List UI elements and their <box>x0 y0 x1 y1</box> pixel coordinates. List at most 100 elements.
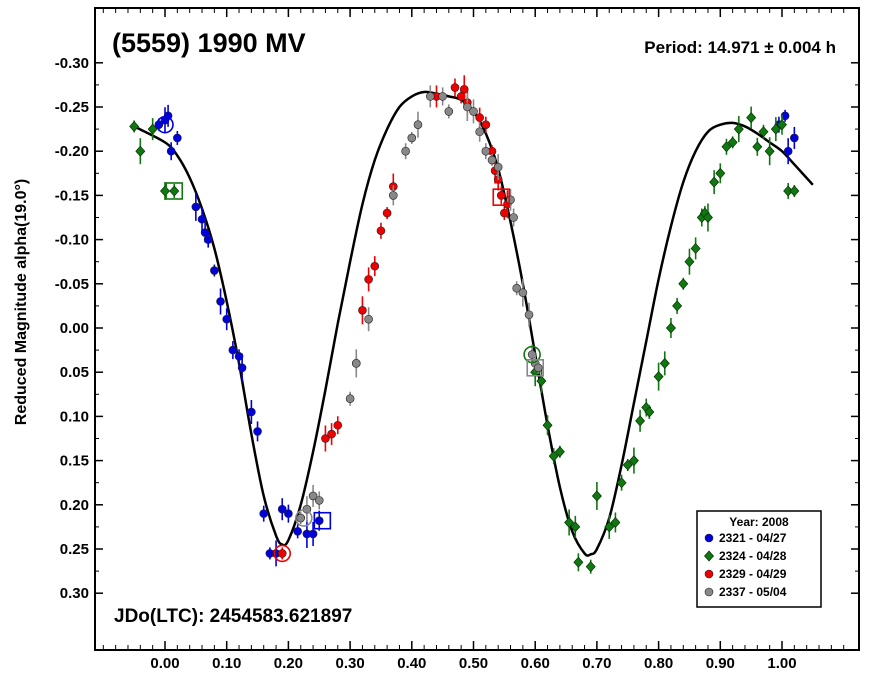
open-markers <box>156 115 545 563</box>
data-point <box>364 275 373 284</box>
data-point <box>401 146 410 156</box>
data-point <box>259 509 269 518</box>
data-point <box>644 406 655 418</box>
data-point <box>496 191 506 200</box>
open-square-marker <box>526 358 545 377</box>
data-point <box>166 146 176 156</box>
data-point <box>665 322 676 334</box>
y-tick-label: 0.05 <box>60 364 89 381</box>
data-point <box>653 371 664 383</box>
y-axis: -0.30 -0.25 -0.20 -0.15 -0.10 -0.05 0.00 0.05 0.… <box>55 55 859 602</box>
data-point <box>197 214 207 224</box>
data-point <box>370 261 380 271</box>
data-point <box>388 191 398 200</box>
open-circle-marker <box>523 345 541 364</box>
data-point <box>500 208 509 218</box>
data-point <box>585 561 596 573</box>
y-tick-label: -0.10 <box>55 232 89 249</box>
x-tick-label: 0.90 <box>706 655 735 672</box>
data-point <box>450 83 460 92</box>
data-point <box>758 126 769 138</box>
x-tick-label: 0.20 <box>274 655 303 672</box>
data-point <box>314 496 324 505</box>
legend-entry: 2337 - 05/04 <box>719 585 787 599</box>
data-point <box>456 92 466 101</box>
data-point <box>481 120 491 129</box>
data-point <box>210 266 219 275</box>
legend-box <box>696 510 822 608</box>
open-square-marker <box>492 188 511 206</box>
y-tick-label: -0.30 <box>55 55 89 72</box>
data-point <box>358 306 367 315</box>
legend-marker <box>704 533 714 543</box>
data-points <box>129 75 800 574</box>
data-point <box>591 490 602 502</box>
data-point <box>376 226 386 236</box>
data-point <box>733 123 744 135</box>
data-point <box>135 145 146 157</box>
data-point <box>444 107 454 116</box>
data-point <box>570 521 581 533</box>
data-point <box>296 513 306 523</box>
open-square-marker <box>165 182 184 200</box>
x-tick-label: 0.50 <box>459 655 488 672</box>
data-point <box>247 407 256 417</box>
y-tick-label: 0.25 <box>60 541 89 558</box>
data-point <box>628 455 639 467</box>
data-point <box>203 235 213 244</box>
legend-entry: 2329 - 04/29 <box>719 567 787 581</box>
data-point <box>293 527 302 536</box>
y-tick-label: 0.30 <box>60 585 89 602</box>
legend-marker <box>704 569 714 579</box>
data-point <box>493 162 503 172</box>
data-point <box>216 297 225 306</box>
legend-marker <box>704 550 714 562</box>
data-point <box>678 278 689 290</box>
y-tick-label: 0.20 <box>60 497 89 514</box>
x-tick-label: 0.40 <box>397 655 426 672</box>
y-tick-label: -0.15 <box>55 187 89 204</box>
data-point <box>382 208 392 218</box>
data-point <box>783 146 793 156</box>
data-point <box>702 211 713 224</box>
data-point <box>475 127 484 137</box>
legend-marker <box>704 587 714 597</box>
data-point <box>770 123 781 135</box>
data-point <box>222 314 231 324</box>
data-point <box>173 133 182 143</box>
data-point <box>789 185 800 197</box>
data-point <box>506 195 515 205</box>
data-point <box>314 516 324 526</box>
data-point <box>284 509 293 518</box>
y-axis-label: Reduced Magnitude alpha(19.0°) <box>13 179 30 425</box>
y-tick-label: 0.00 <box>60 320 89 337</box>
data-point <box>684 256 695 268</box>
y-tick-label: -0.20 <box>55 143 89 160</box>
data-point <box>426 92 435 101</box>
data-point <box>604 521 615 533</box>
data-point <box>459 85 469 94</box>
data-point <box>573 556 584 568</box>
data-point <box>709 176 720 188</box>
data-point <box>777 119 787 131</box>
data-point <box>469 107 478 116</box>
data-point <box>345 394 355 404</box>
data-point <box>169 185 180 197</box>
data-point <box>721 141 732 153</box>
x-tick-label: 1.00 <box>767 655 796 672</box>
data-point <box>764 145 775 157</box>
data-point <box>542 419 553 431</box>
data-point <box>228 345 238 355</box>
data-point <box>351 359 361 368</box>
data-point <box>746 112 757 124</box>
legend-title: Year: 2008 <box>729 515 789 529</box>
data-point <box>527 350 537 359</box>
data-point <box>509 213 518 222</box>
data-point <box>672 300 683 312</box>
data-point <box>277 504 287 514</box>
data-point <box>129 120 140 132</box>
data-point <box>327 429 336 439</box>
data-point <box>780 111 790 121</box>
data-point <box>200 228 210 237</box>
